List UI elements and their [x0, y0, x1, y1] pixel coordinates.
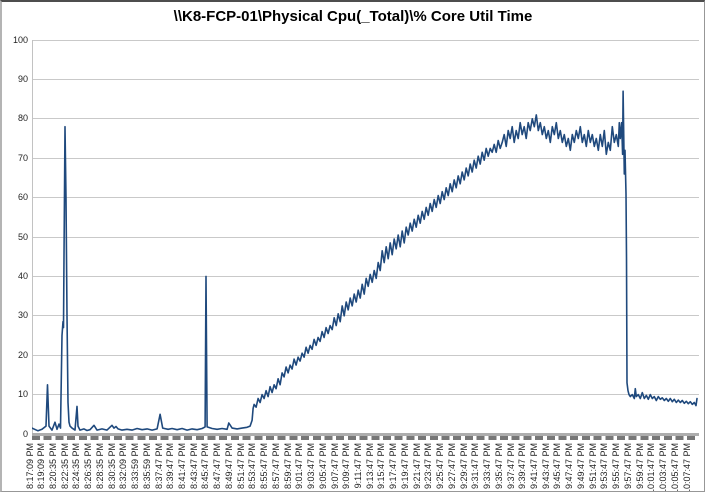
x-axis-tick-label: 8:45:47 PM [200, 443, 211, 490]
x-axis-tick-label: 8:26:35 PM [83, 443, 94, 490]
x-axis-tick-label: 9:33:47 PM [482, 443, 493, 490]
x-axis-tick-label: 9:41:47 PM [528, 443, 539, 490]
x-axis-tick-label: 9:27:47 PM [446, 443, 457, 490]
x-axis-tick-label: 8:35:59 PM [141, 443, 152, 490]
x-axis-tick-label: 8:49:47 PM [223, 443, 234, 490]
x-axis-tick-label: 10:03:47 PM [658, 443, 669, 492]
x-axis-tick-label: 8:47:47 PM [212, 443, 223, 490]
y-axis-tick-label: 10 [17, 389, 28, 400]
gridline [32, 40, 699, 41]
x-axis-tick-label: 9:07:47 PM [329, 443, 340, 490]
y-axis-tick-label: 0 [22, 428, 28, 439]
x-axis-tick-label: 9:47:47 PM [564, 443, 575, 490]
y-axis-tick-label: 60 [17, 192, 28, 203]
x-axis-tick-label: 8:17:09 PM [24, 443, 35, 490]
x-axis-tick-label: 9:15:47 PM [376, 443, 387, 490]
y-axis-tick-label: 40 [17, 270, 28, 281]
cpu-utilization-line [32, 90, 698, 432]
y-axis-tick-label: 30 [17, 310, 28, 321]
gridline [32, 276, 699, 277]
x-axis-tick-label: 8:41:47 PM [177, 443, 188, 490]
x-axis-tick-label: 9:01:47 PM [294, 443, 305, 490]
x-axis-tick-label: 9:57:47 PM [622, 443, 633, 490]
x-axis-tick-label: 8:59:47 PM [282, 443, 293, 490]
y-axis-tick-label: 100 [12, 34, 28, 45]
x-axis-tick-label: 9:17:47 PM [388, 443, 399, 490]
x-axis-tick-label: 8:19:09 PM [36, 443, 47, 490]
x-axis-tick-label: 9:13:47 PM [364, 443, 375, 490]
gridline [32, 197, 699, 198]
x-axis-tick-label: 9:37:47 PM [505, 443, 516, 490]
x-axis-tick-label: 9:19:47 PM [399, 443, 410, 490]
gridline [32, 355, 699, 356]
chart-title: \\K8-FCP-01\Physical Cpu(_Total)\% Core … [173, 8, 533, 25]
y-axis-tick-label: 20 [17, 349, 28, 360]
x-axis-tick-label: 8:53:47 PM [247, 443, 258, 490]
x-axis-tick-label: 8:28:35 PM [94, 443, 105, 490]
gridline [32, 237, 699, 238]
x-axis-tick-label: 8:32:09 PM [118, 443, 129, 490]
x-axis-tick-label: 9:35:47 PM [493, 443, 504, 490]
x-axis-tick-label: 9:43:47 PM [540, 443, 551, 490]
x-axis-tick-label: 9:59:47 PM [634, 443, 645, 490]
x-axis-tick-label: 8:33:59 PM [130, 443, 141, 490]
x-axis-tick-label: 8:20:35 PM [47, 443, 58, 490]
x-axis-tick-label: 10:07:47 PM [681, 443, 692, 492]
x-axis-tick-label: 8:51:47 PM [235, 443, 246, 490]
x-axis-tick-label: 8:24:35 PM [71, 443, 82, 490]
x-axis-tick-label: 9:29:47 PM [458, 443, 469, 490]
x-axis-tick-label: 9:45:47 PM [552, 443, 563, 490]
x-axis-tick-label: 8:22:35 PM [59, 443, 70, 490]
y-axis-line [32, 40, 33, 434]
x-axis-tick-label: 9:25:47 PM [435, 443, 446, 490]
x-axis-tick-label: 8:57:47 PM [270, 443, 281, 490]
gridline [32, 118, 699, 119]
x-axis-tick-label: 9:21:47 PM [411, 443, 422, 490]
gridline [32, 394, 699, 395]
x-axis-tick-label: 9:09:47 PM [341, 443, 352, 490]
x-axis-tick-label: 9:23:47 PM [423, 443, 434, 490]
x-axis-tick-label: 8:39:47 PM [165, 443, 176, 490]
x-axis-tick-label: 9:55:47 PM [611, 443, 622, 490]
y-axis-tick-label: 90 [17, 73, 28, 84]
x-axis-tick-label: 10:01:47 PM [646, 443, 657, 492]
gridline [32, 315, 699, 316]
x-axis-tick-label: 8:37:47 PM [153, 443, 164, 490]
x-axis-line [32, 433, 699, 436]
x-axis-tick-label: 9:53:47 PM [599, 443, 610, 490]
cpu-utilization-line-series [32, 90, 698, 432]
x-axis-tick-label: 9:51:47 PM [587, 443, 598, 490]
x-axis-tick-label: 8:55:47 PM [259, 443, 270, 490]
x-axis-tick-label: 9:03:47 PM [306, 443, 317, 490]
gridline [32, 158, 699, 159]
y-axis-tick-label: 50 [17, 231, 28, 242]
x-axis-tick-label: 9:39:47 PM [517, 443, 528, 490]
x-axis-tick-label: 9:31:47 PM [470, 443, 481, 490]
gridline [32, 79, 699, 80]
x-axis-tick-label: 9:11:47 PM [353, 443, 363, 489]
x-axis-tick-label: 10:05:47 PM [669, 443, 680, 492]
x-axis-tick-label: 9:49:47 PM [575, 443, 586, 490]
x-axis-tick-label: 8:30:35 PM [106, 443, 117, 490]
y-axis-tick-label: 80 [17, 113, 28, 124]
x-axis-tick-label: 8:43:47 PM [188, 443, 199, 490]
x-axis-tick-marks [32, 436, 699, 440]
y-axis-tick-label: 70 [17, 152, 28, 163]
x-axis-tick-label: 9:05:47 PM [317, 443, 328, 490]
